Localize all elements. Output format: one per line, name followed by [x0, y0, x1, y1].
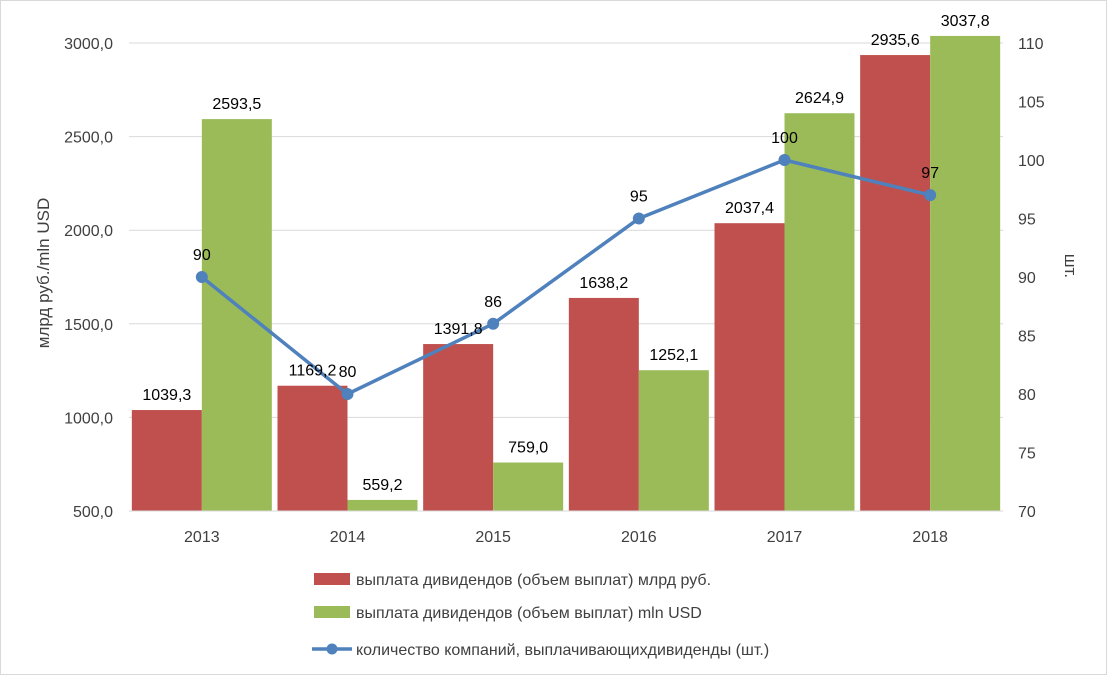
bar	[131, 410, 202, 511]
bar-data-label: 759,0	[508, 440, 548, 457]
x-tick-label: 2016	[621, 529, 657, 546]
y-left-tick-label: 500,0	[73, 504, 113, 521]
y-left-tick-label: 1000,0	[64, 410, 113, 427]
bar-data-label: 1252,1	[649, 347, 698, 364]
y-right-tick-label: 90	[1018, 270, 1036, 287]
bar-data-label: 1169,2	[289, 363, 337, 380]
y-left-tick-label: 2000,0	[64, 223, 113, 240]
line-data-label: 80	[339, 364, 357, 381]
bar	[277, 385, 348, 511]
bar	[638, 370, 709, 511]
legend-entry: количество компаний, выплачивающихдивиде…	[356, 642, 769, 659]
line-data-label: 100	[771, 130, 798, 147]
bar	[493, 462, 564, 511]
x-tick-label: 2017	[767, 529, 803, 546]
y-right-tick-label: 105	[1018, 95, 1045, 112]
bar-data-label: 2037,4	[725, 200, 774, 217]
bar-data-label: 2935,6	[871, 32, 920, 49]
bar-data-label: 3037,8	[941, 13, 990, 30]
line-series	[195, 154, 937, 400]
bar	[347, 499, 418, 511]
legend-marker	[326, 643, 338, 655]
x-tick-label: 2018	[912, 529, 948, 546]
bar	[714, 223, 785, 511]
legend-swatch	[314, 606, 350, 618]
line-data-label: 95	[630, 189, 648, 206]
bar	[201, 119, 272, 511]
bars	[131, 35, 1001, 512]
y-right-tick-label: 70	[1018, 504, 1036, 521]
line-point	[632, 212, 645, 225]
y-right-tick-label: 95	[1018, 212, 1036, 229]
bar	[930, 35, 1001, 512]
y-left-tick-label: 1500,0	[64, 317, 113, 334]
bar	[860, 55, 931, 512]
line-point	[924, 189, 937, 202]
legend-entry: выплата дивидендов (объем выплат) mln US…	[356, 605, 702, 622]
y-axis-right-title: шт.	[1061, 254, 1080, 278]
bar	[423, 344, 494, 511]
bar-data-label: 559,2	[362, 477, 402, 494]
y-left-tick-label: 2500,0	[64, 130, 113, 147]
bar	[784, 113, 855, 511]
y-right-tick-label: 80	[1018, 387, 1036, 404]
data-labels: 1039,3 1169,2 1391,8 1638,2 2037,4 2935,6 2593…	[142, 13, 989, 494]
legend-swatch	[314, 573, 350, 585]
x-tick-label: 2013	[184, 529, 220, 546]
bar-data-label: 1039,3	[142, 387, 191, 404]
bar	[568, 297, 639, 511]
legend: выплата дивидендов (объем выплат) млрд р…	[312, 572, 769, 659]
line-path	[200, 158, 931, 396]
axes: млрд руб./mln USD шт. 500,0 1000,0 1500,0 2…	[34, 36, 1080, 546]
y-right-tick-label: 110	[1018, 36, 1044, 53]
bar-data-label: 2593,5	[212, 96, 261, 113]
line-data-label: 97	[921, 165, 939, 182]
line-point	[487, 317, 500, 330]
bar-data-label: 1391,8	[434, 321, 483, 338]
bar-data-label: 1638,2	[579, 275, 628, 292]
y-left-tick-label: 3000,0	[64, 36, 113, 53]
line-point	[341, 388, 354, 400]
line-point	[778, 154, 791, 166]
legend-entry: выплата дивидендов (объем выплат) млрд р…	[356, 572, 711, 589]
y-axis-left-title: млрд руб./mln USD	[34, 198, 53, 348]
line-data-label: 86	[484, 294, 502, 311]
x-tick-label: 2015	[475, 529, 511, 546]
y-right-tick-label: 100	[1018, 153, 1045, 170]
line-data-label: 90	[193, 247, 211, 264]
y-right-tick-label: 85	[1018, 329, 1036, 346]
x-tick-label: 2014	[330, 529, 366, 546]
bar-data-label: 2624,9	[795, 90, 844, 107]
line-point	[195, 271, 208, 283]
y-right-tick-label: 75	[1018, 446, 1036, 463]
